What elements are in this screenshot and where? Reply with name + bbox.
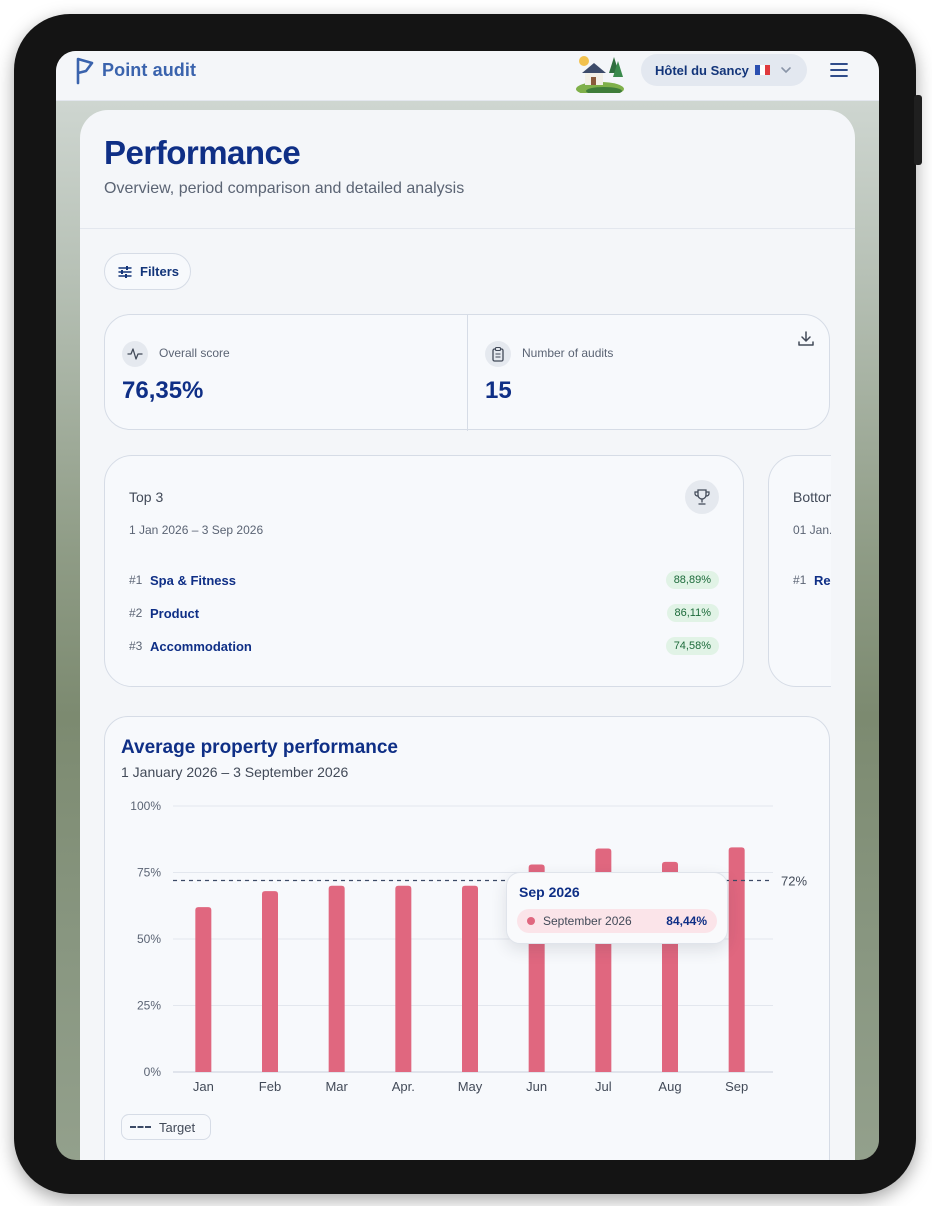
clipboard-icon: [485, 341, 511, 367]
chart-title: Average property performance: [121, 737, 399, 758]
y-tick-label: 100%: [130, 799, 161, 813]
tooltip-label: September 2026: [543, 914, 632, 928]
rank-name: Re: [814, 572, 831, 588]
sliders-icon: [118, 265, 132, 278]
chart-bar: [195, 907, 212, 1072]
y-tick-label: 0%: [144, 1065, 162, 1079]
top-3-card: Top 3 1 Jan 2026 – 3 Sep 2026 #1 Spa & F…: [104, 455, 744, 687]
chart-bar: [462, 885, 478, 1072]
chart-bar: [262, 891, 278, 1072]
rank-name: Product: [150, 605, 200, 621]
top-bar: Point audit Hôtel du Sancy: [56, 51, 879, 101]
kpi-overall-score: Overall score 76,35%: [105, 315, 467, 431]
target-label: 72%: [781, 873, 807, 888]
download-icon[interactable]: [796, 329, 816, 349]
tooltip-value: 84,44%: [666, 914, 707, 928]
kpi-label: Number of audits: [522, 346, 614, 360]
rank-score-badge: 74,58%: [665, 637, 719, 655]
performance-chart-card: 0% 25% 50% 75% 100% Jan Feb Mar Apr. May Jun Jul Aug…: [104, 716, 830, 1160]
x-tick-label: Jun: [526, 1079, 547, 1094]
dashed-line-icon: [130, 1126, 151, 1128]
app-screen: Point audit Hôtel du Sancy: [56, 51, 879, 1160]
rank-number: #1: [793, 573, 807, 587]
hotel-illustration-icon: [576, 56, 624, 93]
list-item[interactable]: #1 Spa & Fitness 88,89%: [129, 568, 719, 592]
x-tick-label: Feb: [259, 1079, 281, 1094]
top-3-date: 1 Jan 2026 – 3 Sep 2026: [129, 523, 264, 537]
list-item[interactable]: #3 Accommodation 74,58%: [129, 634, 719, 658]
x-tick-label: Jan: [193, 1079, 214, 1094]
x-tick-label: Jul: [595, 1079, 612, 1094]
brand-name: Point audit: [102, 59, 197, 80]
filters-button[interactable]: Filters: [104, 253, 191, 290]
flag-stripe: [764, 65, 770, 75]
brand-logo-icon: [76, 57, 94, 85]
rank-score-badge: 88,89%: [665, 571, 719, 589]
chevron-down-icon: [781, 67, 791, 74]
top-3-title: Top 3: [129, 489, 164, 505]
tooltip-title: Sep 2026: [519, 884, 580, 900]
chart-subtitle: 1 January 2026 – 3 September 2026: [121, 764, 349, 780]
tablet-side-button: [914, 95, 922, 165]
page-title: Performance: [104, 134, 301, 171]
hotel-name: Hôtel du Sancy: [655, 62, 749, 78]
y-tick-label: 75%: [137, 866, 161, 880]
chart-bar: [728, 847, 745, 1072]
chart-tooltip: Sep 2026 September 2026 84,44%: [506, 872, 728, 944]
divider: [80, 228, 855, 229]
france-flag-icon: [754, 65, 770, 75]
rank-number: #1: [129, 573, 143, 587]
hamburger-menu-icon[interactable]: [829, 60, 849, 80]
flag-stripe: [759, 65, 765, 75]
list-item[interactable]: #2 Product 86,11%: [129, 601, 719, 625]
kpi-panel: Overall score 76,35% Number of audits 15: [104, 314, 830, 431]
kpi-number-of-audits: Number of audits 15: [468, 315, 830, 431]
rank-number: #2: [129, 606, 143, 620]
x-tick-label: Aug: [658, 1079, 681, 1094]
x-tick-label: Mar: [325, 1079, 348, 1094]
activity-icon: [122, 341, 148, 367]
y-tick-label: 25%: [137, 999, 161, 1013]
chart-legend-target[interactable]: Target: [121, 1114, 211, 1140]
kpi-value: 76,35%: [122, 377, 204, 404]
tooltip-row: September 2026 84,44%: [517, 909, 717, 933]
kpi-label: Overall score: [159, 346, 230, 360]
flag-stripe: [754, 65, 760, 75]
list-item[interactable]: #1 Re: [793, 568, 855, 592]
rank-name: Accommodation: [150, 638, 252, 654]
bottom-3-date: 01 Jan.: [793, 523, 833, 537]
rank-score-badge: 86,11%: [666, 604, 719, 622]
brand[interactable]: Point audit: [74, 55, 196, 85]
performance-card: Performance Overview, period comparison …: [80, 110, 855, 1160]
chart-bar: [395, 885, 412, 1072]
x-tick-label: Sep: [725, 1079, 748, 1094]
rank-number: #3: [129, 639, 143, 653]
y-tick-label: 50%: [137, 932, 161, 946]
x-tick-label: Apr.: [392, 1079, 415, 1094]
trophy-icon: [685, 480, 719, 514]
filters-label: Filters: [140, 264, 180, 279]
kpi-divider: [467, 315, 468, 431]
page-subtitle: Overview, period comparison and detailed…: [104, 180, 465, 197]
chart-bar: [328, 885, 345, 1072]
kpi-value: 15: [485, 377, 512, 404]
x-tick-label: May: [458, 1079, 483, 1094]
legend-label: Target: [159, 1119, 196, 1135]
series-dot-icon: [527, 917, 535, 925]
hotel-selector[interactable]: Hôtel du Sancy: [641, 54, 807, 86]
carousel-clip: [831, 450, 855, 695]
rank-name: Spa & Fitness: [150, 572, 236, 588]
